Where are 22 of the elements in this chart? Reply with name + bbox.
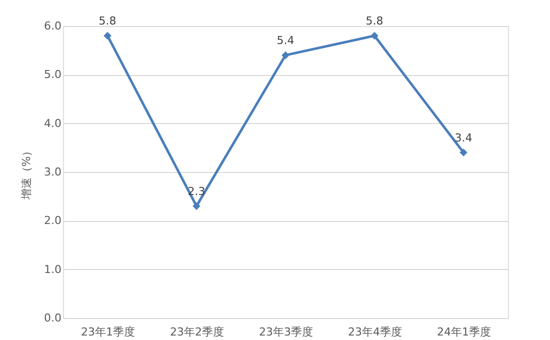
point <box>104 32 112 40</box>
x-tick-label: 24年1季度 <box>437 326 491 338</box>
point <box>370 32 378 40</box>
x-tick-label: 23年3季度 <box>259 326 313 338</box>
y-tick-label: 3.0 <box>44 166 62 178</box>
y-tick-label: 4.0 <box>44 116 62 130</box>
y-axis-title: 增速（%） <box>20 145 34 201</box>
data-label: 5.4 <box>276 34 294 48</box>
y-tick-label: 0.0 <box>44 312 62 324</box>
x-tick-label: 23年4季度 <box>348 326 402 338</box>
data-label: 5.8 <box>98 14 116 28</box>
y-tick-label: 2.0 <box>44 214 62 228</box>
x-tick-label: 23年2季度 <box>170 326 224 338</box>
point <box>192 202 200 210</box>
x-tick-label: 23年1季度 <box>81 326 135 338</box>
data-label: 5.8 <box>366 14 384 28</box>
point <box>460 148 468 156</box>
y-tick-label: 5.0 <box>44 68 62 82</box>
data-label: 3.4 <box>454 132 472 145</box>
point <box>282 51 290 60</box>
y-tick-label: 6.0 <box>44 20 62 32</box>
y-tick-label: 1.0 <box>44 262 62 276</box>
